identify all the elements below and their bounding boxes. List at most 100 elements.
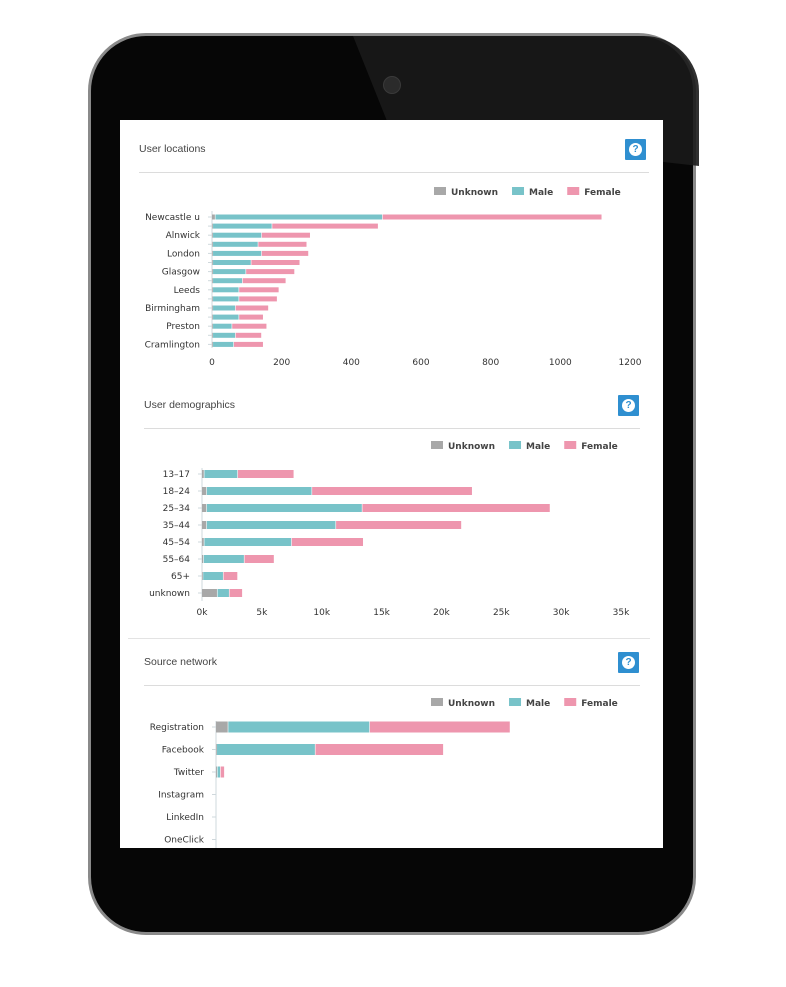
x-tick-label: 15k bbox=[373, 608, 390, 618]
x-tick-label: 25k bbox=[493, 608, 510, 618]
category-label: 13–17 bbox=[163, 470, 190, 480]
legend-swatch-female bbox=[567, 187, 580, 195]
bar-female bbox=[312, 487, 472, 495]
category-label: LinkedIn bbox=[166, 813, 204, 823]
bar-male bbox=[217, 589, 229, 597]
question-icon: ? bbox=[622, 656, 635, 669]
bar-male bbox=[215, 214, 383, 220]
legend-swatch-male bbox=[512, 187, 525, 195]
legend-label-unknown: Unknown bbox=[448, 699, 495, 709]
category-label: 35–44 bbox=[163, 521, 191, 531]
category-label: 25–34 bbox=[163, 504, 191, 514]
legend-label-female: Female bbox=[584, 188, 621, 198]
category-label: 65+ bbox=[171, 572, 190, 582]
question-icon: ? bbox=[622, 399, 635, 412]
x-tick-label: 5k bbox=[256, 608, 268, 618]
bar-unknown bbox=[216, 744, 217, 755]
category-label: Glasgow bbox=[162, 268, 200, 278]
bar-male bbox=[213, 341, 234, 347]
bar-unknown bbox=[202, 487, 207, 495]
bar-female bbox=[233, 341, 263, 347]
bar-unknown bbox=[212, 314, 213, 320]
bar-male bbox=[213, 278, 243, 284]
x-tick-label: 30k bbox=[553, 608, 570, 618]
x-tick-label: 400 bbox=[343, 358, 360, 368]
bar-unknown bbox=[202, 555, 204, 563]
bar-female bbox=[239, 314, 263, 320]
legend-swatch-female bbox=[564, 441, 577, 449]
bar-unknown bbox=[212, 323, 213, 329]
x-tick-label: 20k bbox=[433, 608, 450, 618]
bar-unknown bbox=[216, 721, 228, 733]
x-tick-label: 0 bbox=[209, 358, 215, 368]
bar-female bbox=[239, 287, 279, 293]
bar-unknown bbox=[212, 223, 213, 229]
bar-female bbox=[235, 332, 262, 338]
category-label: Cramlington bbox=[145, 340, 200, 350]
legend-label-female: Female bbox=[581, 699, 618, 709]
bar-unknown bbox=[202, 538, 204, 546]
x-tick-label: 800 bbox=[482, 358, 499, 368]
bar-male bbox=[213, 232, 262, 238]
panel-divider bbox=[144, 685, 640, 686]
bar-female bbox=[246, 269, 295, 275]
bar-male bbox=[213, 314, 239, 320]
bar-unknown bbox=[212, 278, 213, 284]
bar-unknown bbox=[202, 521, 207, 529]
bar-female bbox=[223, 572, 238, 580]
legend-label-female: Female bbox=[581, 442, 618, 452]
x-tick-label: 35k bbox=[613, 608, 630, 618]
bar-female bbox=[251, 260, 300, 265]
chart-user-locations: Unknown Male Female Newcastle u Alnwick Londo… bbox=[145, 187, 642, 368]
bar-female bbox=[362, 504, 550, 512]
bar-male bbox=[213, 323, 232, 329]
bar-male bbox=[228, 721, 370, 733]
help-button-user-demographics[interactable]: ? bbox=[618, 395, 639, 416]
help-button-source-network[interactable]: ? bbox=[618, 652, 639, 673]
x-tick-label: 10k bbox=[313, 608, 330, 618]
bar-male bbox=[213, 332, 236, 338]
bar-unknown bbox=[202, 589, 217, 597]
bar-female bbox=[244, 555, 274, 563]
chart-user-demographics: Unknown Male Female 13–17 18–24 25–34 35–44 45–… bbox=[149, 441, 630, 618]
bar-male bbox=[213, 269, 246, 275]
bar-female bbox=[336, 521, 462, 529]
tablet-screen: User locations ? Unknown Male Female Newcas… bbox=[120, 120, 663, 848]
bar-unknown bbox=[212, 241, 213, 247]
panel-title-source-network: Source network bbox=[144, 656, 217, 668]
category-label: Twitter bbox=[173, 768, 204, 778]
bar-female bbox=[229, 589, 243, 597]
bar-unknown bbox=[216, 766, 217, 778]
category-label: Newcastle u bbox=[145, 213, 200, 223]
section-separator bbox=[128, 638, 650, 639]
legend-label-male: Male bbox=[526, 442, 550, 452]
bar-male bbox=[206, 504, 362, 512]
bar-female bbox=[235, 305, 269, 311]
legend-swatch-male bbox=[509, 441, 522, 449]
panel-title-user-demographics: User demographics bbox=[144, 399, 236, 411]
x-tick-label: 200 bbox=[273, 358, 290, 368]
category-label: OneClick bbox=[164, 836, 205, 846]
legend-swatch-female bbox=[564, 698, 577, 706]
bar-male bbox=[213, 305, 236, 311]
category-label: Leeds bbox=[174, 286, 201, 296]
legend-swatch-unknown bbox=[431, 698, 443, 706]
category-label: Instagram bbox=[158, 791, 204, 801]
category-label: London bbox=[167, 249, 200, 259]
chart-source-network: Unknown Male Female Registration Facebook Twi… bbox=[150, 698, 618, 848]
bar-unknown bbox=[212, 296, 213, 302]
bar-male bbox=[204, 538, 292, 546]
bar-unknown bbox=[202, 470, 204, 478]
bar-unknown bbox=[212, 232, 213, 238]
help-button-user-locations[interactable]: ? bbox=[625, 139, 646, 160]
bar-male bbox=[213, 296, 239, 302]
panel-title-user-locations: User locations bbox=[139, 143, 206, 155]
category-label: 45–54 bbox=[163, 538, 191, 548]
camera-lens bbox=[383, 76, 401, 94]
bar-female bbox=[261, 250, 309, 256]
bar-unknown bbox=[212, 332, 213, 338]
panel-divider bbox=[139, 172, 649, 173]
x-tick-label: 600 bbox=[412, 358, 429, 368]
category-label: 55–64 bbox=[163, 555, 191, 565]
bar-male bbox=[217, 744, 315, 755]
